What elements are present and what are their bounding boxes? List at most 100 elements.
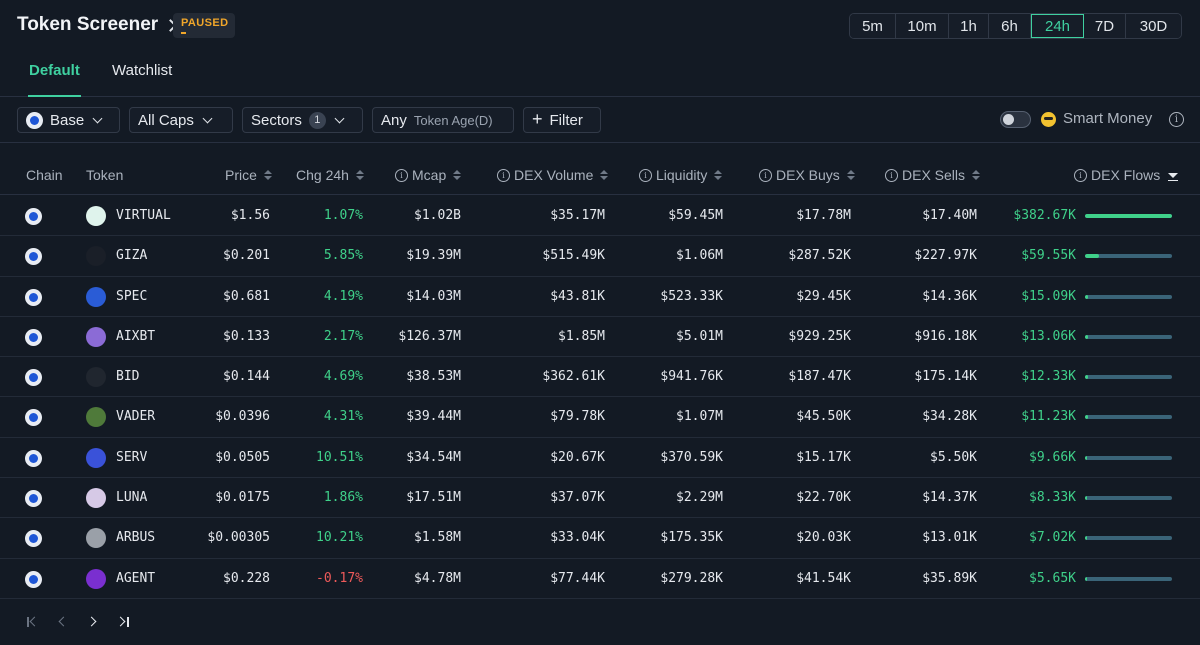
tab-watchlist[interactable]: Watchlist: [112, 62, 173, 79]
dex-sells-cell: $34.28K: [922, 409, 977, 425]
add-filter-button[interactable]: + Filter: [523, 107, 601, 133]
mcap-cell: $39.44M: [406, 409, 461, 425]
table-row[interactable]: AIXBT $0.133 2.17% $126.37M $1.85M $5.01M $929…: [0, 317, 1200, 358]
token-logo-icon: [86, 326, 106, 347]
flow-bar: [1085, 334, 1172, 339]
dex-sells-cell: $916.18K: [914, 328, 977, 344]
change-cell: 1.86%: [323, 490, 363, 506]
base-chain-icon: [25, 248, 42, 266]
token-logo-icon: [86, 488, 106, 509]
token-name-cell[interactable]: SERV: [116, 449, 148, 465]
column-header-dex-sells[interactable]: i DEX Sells: [885, 167, 981, 183]
table-row[interactable]: LUNA $0.0175 1.86% $17.51M $37.07K $2.29M $22.…: [0, 478, 1200, 519]
column-header-dex-buys[interactable]: i DEX Buys: [759, 167, 855, 183]
sort-icon: [972, 170, 981, 180]
token-name-cell[interactable]: ARBUS: [116, 530, 156, 546]
tab-default[interactable]: Default: [28, 62, 81, 97]
token-name-cell[interactable]: SPEC: [116, 288, 148, 304]
table-row[interactable]: SERV $0.0505 10.51% $34.54M $20.67K $370.59K $…: [0, 438, 1200, 479]
column-header-change[interactable]: Chg 24h: [296, 167, 364, 183]
column-header-price[interactable]: Price: [225, 167, 272, 183]
chain-filter-label: Base: [50, 111, 85, 129]
flow-bar-fill: [1085, 496, 1087, 501]
token-name-cell[interactable]: BID: [116, 369, 140, 385]
flow-bar: [1085, 536, 1172, 541]
token-name-cell[interactable]: VIRTUAL: [116, 208, 171, 223]
info-icon[interactable]: i: [1169, 112, 1184, 127]
column-header-dex-volume[interactable]: i DEX Volume: [497, 167, 609, 183]
column-header-mcap[interactable]: i Mcap: [395, 167, 462, 183]
token-name-cell[interactable]: LUNA: [116, 490, 148, 506]
token-logo-icon: [86, 568, 106, 589]
column-header-liquidity[interactable]: i Liquidity: [639, 167, 723, 183]
sectors-filter-dropdown[interactable]: Sectors 1: [242, 107, 363, 133]
mcap-cell: $1.02B: [414, 208, 461, 223]
previous-page-icon[interactable]: [57, 615, 71, 629]
caps-filter-dropdown[interactable]: All Caps: [129, 107, 233, 133]
liquidity-cell: $941.76K: [660, 369, 723, 385]
timeframe-7d[interactable]: 7D: [1084, 14, 1126, 38]
timeframe-6h[interactable]: 6h: [989, 14, 1031, 38]
table-row[interactable]: AGENT $0.228 -0.17% $4.78M $77.44K $279.28K $4…: [0, 559, 1200, 599]
mcap-cell: $126.37M: [398, 328, 461, 344]
last-page-icon[interactable]: [115, 615, 131, 629]
dex-sells-cell: $175.14K: [914, 369, 977, 385]
token-logo-icon: [86, 367, 106, 388]
dex-buys-cell: $20.03K: [796, 530, 851, 546]
timeframe-30d[interactable]: 30D: [1126, 14, 1181, 38]
token-name-cell[interactable]: VADER: [116, 409, 156, 425]
price-cell: $0.0175: [215, 490, 270, 506]
chain-filter-dropdown[interactable]: Base: [17, 107, 120, 133]
token-name-cell[interactable]: AGENT: [116, 570, 156, 586]
mcap-cell: $38.53M: [406, 369, 461, 385]
liquidity-cell: $5.01M: [676, 328, 723, 344]
dex-buys-cell: $17.78M: [796, 208, 851, 223]
table-row[interactable]: GIZA $0.201 5.85% $19.39M $515.49K $1.06M $287…: [0, 236, 1200, 277]
timeframe-24h[interactable]: 24h: [1031, 14, 1084, 38]
dex-buys-cell: $15.17K: [796, 449, 851, 465]
dex-buys-cell: $929.25K: [788, 328, 851, 344]
mcap-cell: $34.54M: [406, 449, 461, 465]
table-row[interactable]: BID $0.144 4.69% $38.53M $362.61K $941.76K $18…: [0, 357, 1200, 398]
token-name-cell[interactable]: AIXBT: [116, 328, 156, 344]
flow-bar: [1085, 254, 1172, 259]
table-row[interactable]: SPEC $0.681 4.19% $14.03M $43.81K $523.33K $29…: [0, 277, 1200, 317]
sort-desc-icon: [1168, 172, 1179, 181]
dex-buys-cell: $45.50K: [796, 409, 851, 425]
next-page-icon[interactable]: [86, 615, 101, 629]
table-row[interactable]: VADER $0.0396 4.31% $39.44M $79.78K $1.07M $45…: [0, 397, 1200, 438]
smart-money-toggle[interactable]: [1000, 111, 1031, 128]
price-cell: $0.0505: [215, 449, 270, 465]
flow-bar-fill: [1085, 455, 1088, 460]
dex-flows-cell: $13.06K: [1021, 328, 1076, 344]
token-logo-icon: [86, 246, 106, 267]
timeframe-1h[interactable]: 1h: [949, 14, 989, 38]
dex-sells-cell: $35.89K: [922, 570, 977, 586]
flow-bar-fill: [1085, 214, 1172, 218]
liquidity-cell: $1.07M: [676, 409, 723, 425]
token-logo-icon: [86, 447, 106, 468]
page-title[interactable]: Token Screener: [17, 14, 178, 36]
token-age-filter[interactable]: Any Token Age(D): [372, 107, 514, 133]
base-chain-icon: [25, 409, 42, 427]
dex-sells-cell: $5.50K: [930, 449, 977, 465]
timeframe-5m[interactable]: 5m: [850, 14, 896, 38]
view-tabs: Default Watchlist: [0, 52, 1200, 97]
base-chain-icon: [25, 328, 42, 346]
token-name-cell[interactable]: GIZA: [116, 248, 148, 264]
price-cell: $0.681: [223, 288, 270, 304]
change-cell: 10.21%: [316, 530, 363, 546]
info-icon: i: [497, 168, 510, 182]
base-chain-icon: [25, 449, 42, 467]
mcap-cell: $1.58M: [414, 530, 461, 546]
header: Token Screener PAUSED 5m 10m 1h 6h 24h 7…: [0, 0, 1200, 52]
liquidity-cell: $523.33K: [660, 288, 723, 304]
column-header-dex-flows[interactable]: i DEX Flows: [1074, 167, 1179, 183]
table-row[interactable]: VIRTUAL $1.56 1.07% $1.02B $35.17M $59.45M $17…: [0, 196, 1200, 237]
first-page-icon[interactable]: [26, 615, 40, 629]
table-row[interactable]: ARBUS $0.00305 10.21% $1.58M $33.04K $175.35K…: [0, 518, 1200, 559]
timeframe-10m[interactable]: 10m: [896, 14, 949, 38]
flow-bar-fill: [1085, 254, 1099, 259]
info-icon: i: [639, 168, 652, 182]
change-cell: 5.85%: [323, 248, 363, 264]
